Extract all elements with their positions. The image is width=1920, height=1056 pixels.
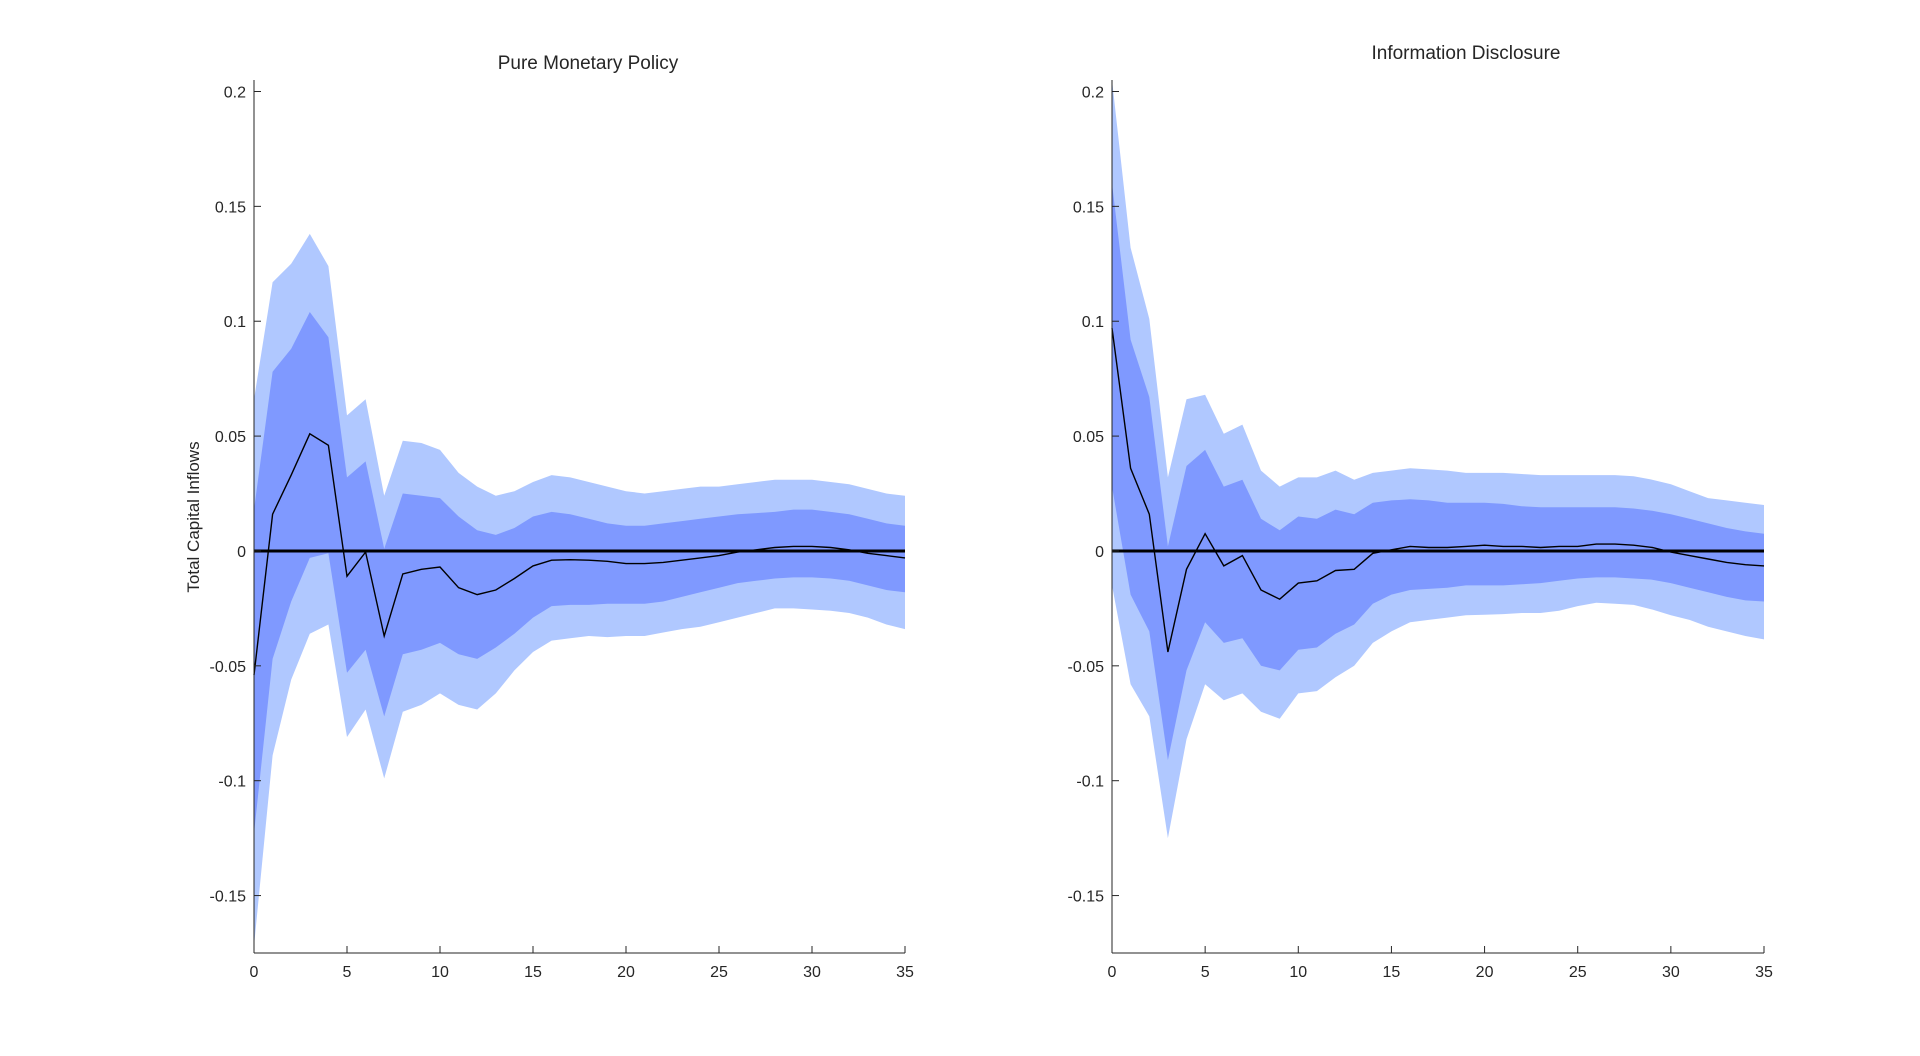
y-tick-label: 0.2 [1082,84,1104,101]
inner-confidence-band [1112,183,1764,760]
x-tick-label: 25 [1569,964,1587,981]
y-tick-label: 0.05 [215,429,246,446]
chart-title: Information Disclosure [1371,43,1560,64]
x-tick-label: 5 [1201,964,1210,981]
x-tick-label: 35 [1755,964,1773,981]
y-tick-label: -0.05 [1068,659,1105,676]
y-tick-label: 0.05 [1073,429,1104,446]
x-tick-label: 10 [1289,964,1307,981]
y-tick-label: 0 [1095,544,1104,561]
y-tick-label: -0.15 [1068,889,1105,906]
y-tick-label: -0.1 [1076,774,1104,791]
y-tick-label: 0.15 [215,199,246,216]
x-tick-label: 35 [896,964,914,981]
median-response-line [253,432,906,676]
y-tick-label: 0.1 [1082,314,1104,331]
x-tick-label: 20 [617,964,635,981]
median-response-line [1111,328,1765,653]
x-tick-label: 5 [343,964,352,981]
x-tick-label: 0 [1108,964,1117,981]
y-tick-label: 0 [237,544,246,561]
x-tick-label: 25 [710,964,728,981]
x-tick-label: 0 [250,964,259,981]
y-tick-label: -0.05 [210,659,247,676]
x-tick-label: 20 [1476,964,1494,981]
y-axis-label: Total Capital Inflows [184,441,203,592]
x-tick-label: 10 [431,964,449,981]
x-tick-label: 30 [803,964,821,981]
chart-title: Pure Monetary Policy [498,53,679,74]
y-tick-label: 0.15 [1073,199,1104,216]
y-tick-label: -0.15 [210,889,247,906]
x-tick-label: 15 [1383,964,1401,981]
y-tick-label: 0.2 [224,84,246,101]
panel-pure-monetary-policy: Pure Monetary Policy Total Capital Inflo… [184,53,914,981]
y-tick-label: 0.1 [224,314,246,331]
panel-information-disclosure: Information Disclosure 0 5 10 15 20 25 30 35 -0.… [1068,43,1773,981]
inner-confidence-band [254,312,905,834]
y-tick-label: -0.1 [218,774,246,791]
x-tick-label: 15 [524,964,542,981]
x-tick-label: 30 [1662,964,1680,981]
